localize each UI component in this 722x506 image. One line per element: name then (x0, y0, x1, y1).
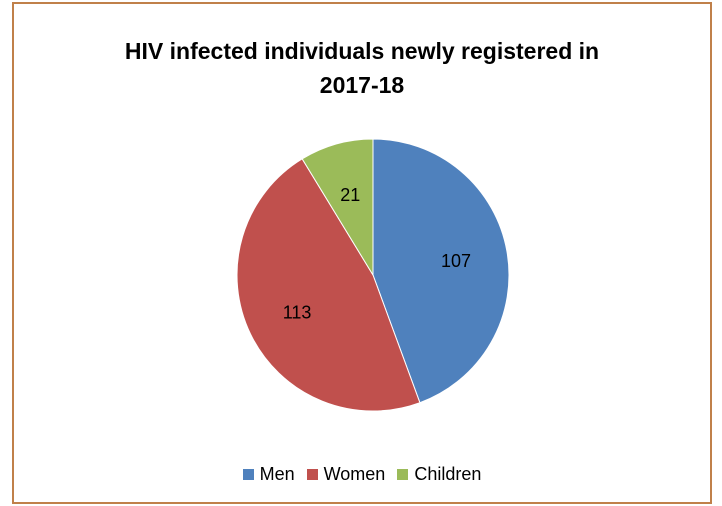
data-label-children: 21 (340, 185, 360, 205)
legend-swatch-children (397, 469, 409, 480)
data-label-women: 113 (283, 303, 312, 323)
pie-chart: 107 113 21 (236, 138, 510, 412)
legend-swatch-women (306, 469, 318, 480)
data-label-men: 107 (441, 251, 471, 271)
legend-swatch-men (242, 469, 254, 480)
legend-label-children: Children (414, 464, 482, 484)
legend-item-children: Children (397, 464, 481, 485)
chart-title-line-1: HIV infected individuals newly registere… (124, 38, 600, 64)
chart-title: HIV infected individuals newly registere… (14, 34, 710, 102)
legend-label-women: Women (323, 464, 386, 484)
chart-legend: Men Women Children (14, 464, 710, 485)
pie-slice-men (372, 138, 510, 404)
chart-frame: HIV infected individuals newly registere… (12, 2, 712, 504)
pie-slice-women (236, 158, 421, 412)
chart-title-line-2: 2017-18 (319, 72, 405, 98)
legend-item-men: Men (242, 464, 295, 485)
legend-item-women: Women (306, 464, 386, 485)
legend-label-men: Men (259, 464, 295, 484)
pie-slice-children (301, 138, 374, 277)
